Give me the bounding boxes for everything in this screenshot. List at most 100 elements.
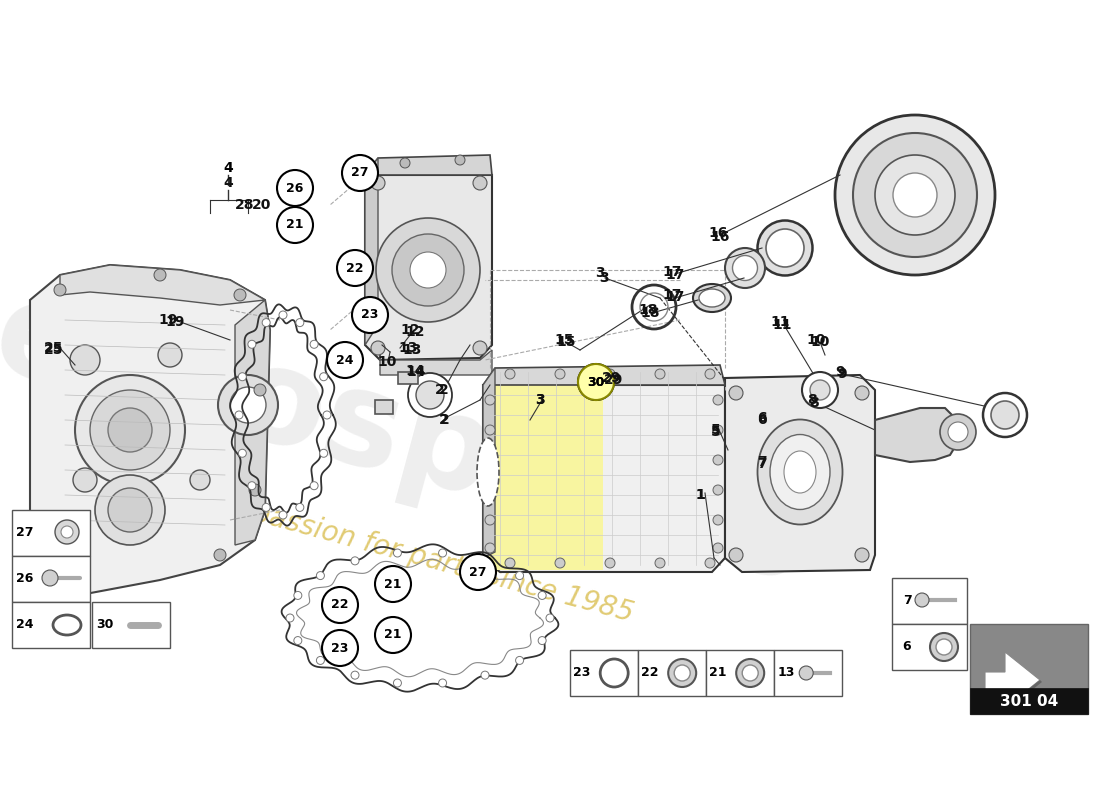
Circle shape (538, 637, 547, 645)
Bar (892, 578, 967, 624)
Circle shape (248, 340, 256, 348)
Circle shape (991, 401, 1019, 429)
Polygon shape (365, 175, 492, 360)
Text: 2: 2 (440, 413, 450, 427)
Circle shape (556, 369, 565, 379)
Circle shape (408, 373, 452, 417)
Text: 21: 21 (384, 629, 402, 642)
Text: 10: 10 (811, 335, 829, 349)
Polygon shape (365, 158, 378, 345)
Text: 2: 2 (439, 413, 449, 427)
Circle shape (983, 393, 1027, 437)
Circle shape (55, 520, 79, 544)
Circle shape (485, 395, 495, 405)
Text: 22: 22 (331, 598, 349, 611)
Circle shape (95, 475, 165, 545)
Circle shape (654, 558, 666, 568)
Text: 24: 24 (337, 354, 354, 366)
Circle shape (90, 390, 170, 470)
Circle shape (705, 558, 715, 568)
Circle shape (654, 369, 666, 379)
Circle shape (855, 548, 869, 562)
Circle shape (481, 671, 490, 679)
Circle shape (802, 372, 838, 408)
Circle shape (310, 340, 318, 348)
Circle shape (729, 548, 743, 562)
Polygon shape (984, 652, 1040, 708)
Text: 5: 5 (711, 423, 720, 437)
Circle shape (294, 637, 301, 645)
Circle shape (940, 414, 976, 450)
Circle shape (60, 526, 73, 538)
Circle shape (835, 115, 996, 275)
Text: 4: 4 (223, 176, 233, 190)
Circle shape (320, 373, 328, 381)
Text: 26: 26 (16, 571, 34, 585)
Text: 7: 7 (757, 455, 767, 469)
Bar (483, 385, 603, 570)
Text: 17: 17 (666, 290, 684, 304)
Circle shape (310, 482, 318, 490)
Circle shape (214, 549, 225, 561)
Text: a passion for parts since 1985: a passion for parts since 1985 (223, 492, 636, 628)
Circle shape (75, 375, 185, 485)
Circle shape (852, 133, 977, 257)
Polygon shape (1005, 680, 1042, 710)
Circle shape (455, 155, 465, 165)
Circle shape (605, 558, 615, 568)
Text: 13: 13 (403, 343, 421, 357)
Text: 15: 15 (554, 333, 574, 347)
Bar (398, 372, 418, 384)
Text: 301 04: 301 04 (1000, 694, 1058, 709)
Text: 25: 25 (44, 341, 64, 355)
Polygon shape (874, 408, 958, 462)
Text: 13: 13 (778, 666, 794, 679)
Text: 13: 13 (398, 341, 418, 355)
Polygon shape (235, 300, 270, 545)
Text: 22: 22 (641, 666, 659, 679)
Polygon shape (60, 265, 265, 305)
Text: 19: 19 (158, 313, 178, 327)
Circle shape (485, 455, 495, 465)
Circle shape (371, 341, 385, 355)
Ellipse shape (766, 229, 804, 267)
Text: 4: 4 (223, 161, 233, 175)
Text: 30: 30 (587, 375, 605, 389)
Circle shape (286, 614, 294, 622)
Circle shape (234, 289, 246, 301)
Circle shape (108, 488, 152, 532)
Bar (970, 688, 1088, 714)
Circle shape (729, 386, 743, 400)
Polygon shape (483, 368, 495, 558)
Circle shape (322, 630, 358, 666)
Bar (12, 602, 90, 648)
Bar (570, 650, 638, 696)
Circle shape (218, 375, 278, 435)
Circle shape (296, 318, 304, 326)
Text: 21: 21 (384, 578, 402, 590)
Text: 22: 22 (346, 262, 364, 274)
Circle shape (375, 566, 411, 602)
Bar (375, 400, 393, 414)
Text: 16: 16 (711, 230, 729, 244)
Circle shape (800, 666, 813, 680)
Text: 23: 23 (361, 309, 378, 322)
Text: 1: 1 (695, 488, 705, 502)
Text: 7: 7 (757, 457, 767, 471)
Circle shape (254, 384, 266, 396)
Bar (638, 650, 706, 696)
Ellipse shape (693, 284, 732, 312)
Circle shape (439, 549, 447, 557)
Text: 10: 10 (806, 333, 826, 347)
Circle shape (915, 593, 930, 607)
Text: 18: 18 (640, 306, 660, 320)
Circle shape (154, 269, 166, 281)
Circle shape (108, 408, 152, 452)
Circle shape (279, 311, 287, 319)
Bar (12, 510, 90, 556)
Circle shape (394, 549, 402, 557)
Circle shape (327, 342, 363, 378)
Ellipse shape (758, 419, 843, 525)
Text: 28: 28 (235, 198, 255, 212)
Circle shape (742, 665, 758, 681)
